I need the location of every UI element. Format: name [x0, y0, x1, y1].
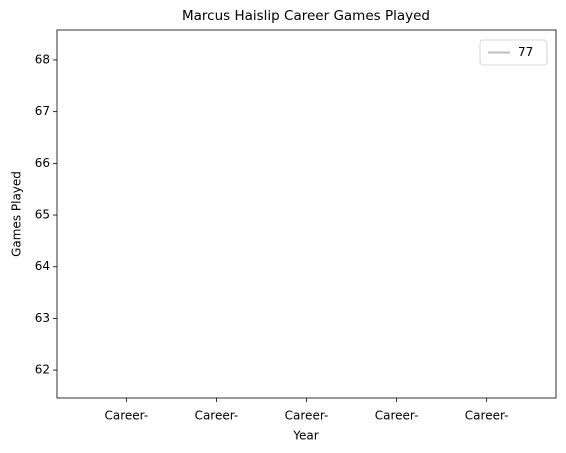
x-tick-label: Career-	[465, 409, 509, 423]
x-tick-label: Career-	[195, 409, 239, 423]
x-axis-label: Year	[292, 429, 318, 443]
y-tick-label: 63	[35, 311, 50, 325]
y-axis-label: Games Played	[10, 171, 24, 257]
y-tick-label: 68	[35, 52, 50, 66]
plot-frame	[56, 29, 557, 399]
x-tick-label: Career-	[375, 409, 419, 423]
chart-title: Marcus Haislip Career Games Played	[182, 8, 430, 24]
legend-label: 77	[518, 45, 533, 59]
legend-box	[479, 39, 548, 66]
y-tick-label: 65	[35, 208, 50, 222]
x-tick-label: Career-	[105, 409, 149, 423]
y-tick-label: 64	[35, 259, 50, 273]
y-tick-label: 62	[35, 363, 50, 377]
x-tick-label: Career-	[285, 409, 329, 423]
y-tick-label: 66	[35, 156, 50, 170]
y-tick-label: 67	[35, 104, 50, 118]
